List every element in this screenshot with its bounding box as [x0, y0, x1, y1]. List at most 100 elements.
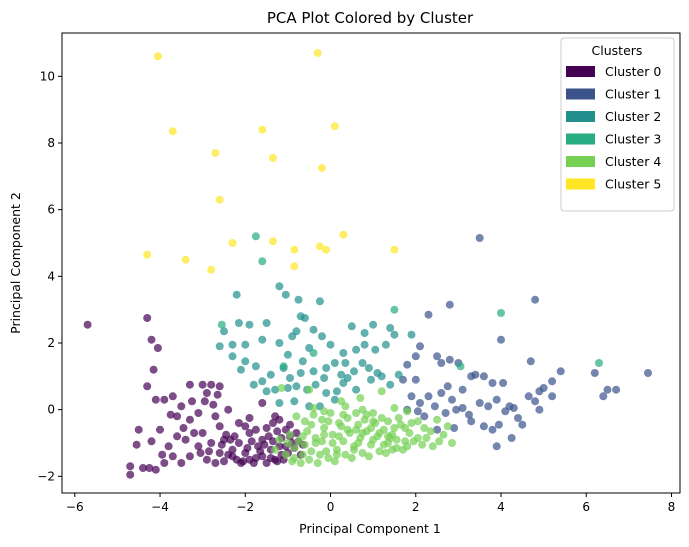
scatter-point — [215, 422, 224, 431]
legend-swatch — [566, 156, 595, 167]
scatter-point — [166, 410, 175, 419]
scatter-point — [156, 425, 164, 434]
scatter-point — [390, 424, 399, 432]
scatter-point — [430, 402, 439, 411]
scatter-point — [158, 450, 167, 459]
scatter-point — [256, 447, 265, 456]
scatter-point — [251, 362, 260, 371]
scatter-point — [443, 422, 452, 431]
x-tick-label: 6 — [582, 500, 590, 514]
scatter-point — [273, 427, 282, 436]
scatter-point — [209, 400, 218, 409]
scatter-point — [390, 404, 399, 412]
scatter-point — [426, 427, 435, 436]
scatter-point — [194, 409, 203, 417]
plot-frame — [61, 32, 681, 494]
scatter-point — [479, 372, 488, 381]
scatter-point — [347, 454, 356, 462]
scatter-point — [215, 449, 224, 457]
scatter-point — [185, 452, 194, 461]
legend-swatch — [566, 88, 595, 100]
scatter-point — [379, 440, 388, 449]
legend-title: Clusters — [592, 43, 643, 58]
scatter-point — [298, 450, 307, 459]
scatter-point — [247, 437, 256, 446]
legend-swatch — [566, 66, 595, 77]
scatter-point — [352, 409, 361, 417]
scatter-point — [465, 410, 473, 419]
scatter-point — [185, 380, 194, 389]
scatter-point — [330, 395, 339, 404]
scatter-point — [239, 457, 248, 466]
scatter-point — [360, 329, 369, 337]
legend-items: Cluster 0 Cluster 1 Cluster 2 Cluster 3 Clus… — [566, 64, 661, 192]
scatter-point — [441, 409, 450, 417]
scatter-point — [524, 392, 533, 401]
scatter-point — [283, 384, 292, 392]
scatter-point — [343, 425, 352, 434]
scatter-point — [435, 437, 444, 446]
scatter-point — [405, 429, 414, 437]
scatter-point — [307, 447, 316, 456]
scatter-point — [160, 459, 169, 467]
scatter-point — [612, 385, 621, 394]
scatter-point — [241, 357, 250, 366]
scatter-point — [309, 404, 318, 412]
scatter-point — [160, 395, 169, 404]
scatter-point — [275, 435, 284, 444]
legend-label: Cluster 3 — [605, 132, 661, 147]
scatter-point — [388, 445, 397, 454]
scatter-point — [228, 340, 237, 349]
scatter-point — [241, 340, 250, 349]
scatter-point — [269, 237, 277, 246]
scatter-point — [424, 392, 433, 401]
scatter-point — [311, 380, 320, 389]
scatter-point — [488, 425, 497, 434]
scatter-point — [245, 414, 254, 422]
x-tick-label: −4 — [151, 500, 169, 514]
scatter-point — [341, 450, 350, 459]
scatter-point — [350, 367, 358, 376]
scatter-point — [283, 350, 292, 359]
scatter-point — [420, 412, 429, 421]
scatter-point — [245, 429, 254, 437]
scatter-point — [373, 369, 382, 377]
scatter-point — [271, 445, 280, 454]
scatter-point — [269, 154, 277, 162]
y-tick-label: 2 — [47, 336, 55, 350]
scatter-point — [151, 395, 160, 404]
scatter-point — [262, 424, 271, 432]
scatter-point — [341, 359, 350, 367]
scatter-point — [354, 439, 363, 447]
legend-label: Cluster 1 — [605, 87, 661, 102]
scatter-point — [403, 407, 412, 416]
scatter-point — [326, 340, 335, 349]
scatter-point — [296, 369, 305, 377]
scatter-point — [283, 439, 292, 447]
scatter-point — [177, 459, 186, 467]
scatter-point — [352, 425, 361, 434]
scatter-point — [181, 255, 190, 264]
scatter-point — [339, 349, 348, 357]
scatter-point — [362, 410, 371, 419]
scatter-point — [181, 435, 190, 444]
scatter-point — [590, 369, 599, 377]
scatter-point — [324, 417, 333, 426]
scatter-point — [394, 414, 403, 422]
scatter-point — [292, 382, 301, 391]
scatter-point — [492, 442, 501, 451]
scatter-point — [343, 374, 352, 382]
scatter-point — [375, 447, 384, 456]
scatter-point — [309, 410, 318, 419]
scatter-point — [258, 377, 267, 386]
scatter-point — [318, 332, 326, 341]
scatter-point — [211, 459, 220, 467]
y-axis-label: Principal Component 2 — [8, 192, 23, 334]
scatter-point — [237, 365, 245, 374]
scatter-point — [475, 399, 484, 407]
scatter-point — [290, 444, 299, 452]
scatter-point — [433, 352, 442, 361]
scatter-point — [177, 402, 186, 411]
points-layer — [83, 49, 652, 479]
